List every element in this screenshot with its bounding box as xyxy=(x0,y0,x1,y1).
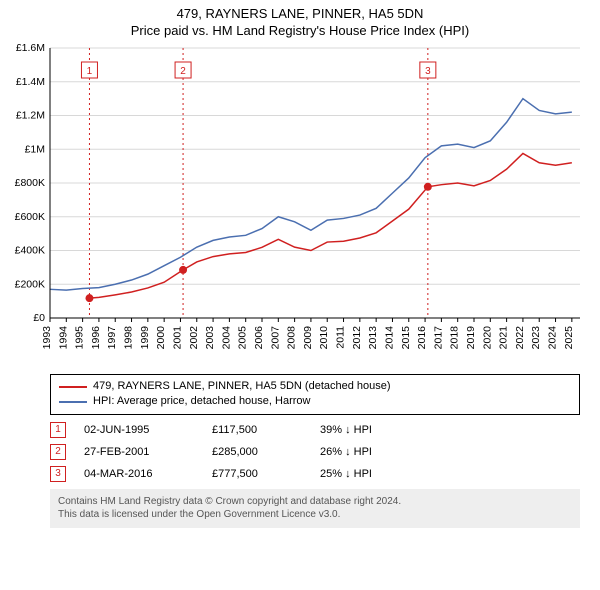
x-tick-label: 2006 xyxy=(253,326,265,350)
event-price: £777,500 xyxy=(212,468,302,480)
x-tick-label: 1993 xyxy=(41,326,53,350)
x-tick-label: 2018 xyxy=(449,326,461,350)
event-badge: 3 xyxy=(50,466,66,482)
y-tick-label: £600K xyxy=(15,211,45,223)
x-tick-label: 1999 xyxy=(139,326,151,350)
x-tick-label: 2010 xyxy=(318,326,330,350)
legend-swatch xyxy=(59,401,87,403)
x-tick-label: 2014 xyxy=(383,326,395,350)
x-tick-label: 2023 xyxy=(530,326,542,350)
y-tick-label: £400K xyxy=(15,245,45,257)
event-badge: 2 xyxy=(50,444,66,460)
footer-line2: This data is licensed under the Open Gov… xyxy=(58,508,572,522)
legend-row: 479, RAYNERS LANE, PINNER, HA5 5DN (deta… xyxy=(59,379,571,394)
event-diff: 25% ↓ HPI xyxy=(320,468,372,480)
x-tick-label: 2012 xyxy=(351,326,363,350)
x-tick-label: 2017 xyxy=(432,326,444,350)
x-tick-label: 2007 xyxy=(269,326,281,350)
y-tick-label: £1.4M xyxy=(16,76,45,88)
x-tick-label: 2019 xyxy=(465,326,477,350)
y-tick-label: £800K xyxy=(15,177,45,189)
x-tick-label: 1994 xyxy=(57,326,69,350)
event-badge: 1 xyxy=(50,422,66,438)
event-diff: 26% ↓ HPI xyxy=(320,446,372,458)
price-marker xyxy=(179,266,187,274)
footer-attribution: Contains HM Land Registry data © Crown c… xyxy=(50,489,580,528)
x-tick-label: 2021 xyxy=(498,326,510,350)
event-date: 04-MAR-2016 xyxy=(84,468,194,480)
event-marker-label: 3 xyxy=(425,66,431,77)
price-marker xyxy=(424,183,432,191)
titles: 479, RAYNERS LANE, PINNER, HA5 5DN Price… xyxy=(0,0,600,38)
x-tick-label: 2024 xyxy=(547,326,559,350)
x-tick-label: 1996 xyxy=(90,326,102,350)
price-marker xyxy=(85,294,93,302)
x-tick-label: 2005 xyxy=(237,326,249,350)
x-tick-label: 1997 xyxy=(106,326,118,350)
legend-label: HPI: Average price, detached house, Harr… xyxy=(93,394,310,409)
title-subtitle: Price paid vs. HM Land Registry's House … xyxy=(0,23,600,38)
x-tick-label: 1995 xyxy=(74,326,86,350)
x-tick-label: 2003 xyxy=(204,326,216,350)
x-tick-label: 2022 xyxy=(514,326,526,350)
x-tick-label: 2009 xyxy=(302,326,314,350)
y-tick-label: £200K xyxy=(15,278,45,290)
chart-svg: £0 £200K £400K £600K £800K £1M £1.2M £1.4M £1.6M… xyxy=(0,38,600,368)
events-table: 1 02-JUN-1995 £117,500 39% ↓ HPI 2 27-FEB-200… xyxy=(50,419,580,485)
event-date: 27-FEB-2001 xyxy=(84,446,194,458)
y-tick-label: £1.2M xyxy=(16,110,45,122)
x-tick-label: 2013 xyxy=(367,326,379,350)
chart-area: £0 £200K £400K £600K £800K £1M £1.2M £1.4M £1.6M… xyxy=(0,38,600,368)
y-tick-label: £1.6M xyxy=(16,42,45,54)
legend: 479, RAYNERS LANE, PINNER, HA5 5DN (deta… xyxy=(50,374,580,415)
x-tick-label: 2015 xyxy=(400,326,412,350)
x-tick-label: 2004 xyxy=(220,326,232,350)
x-tick-label: 2020 xyxy=(481,326,493,350)
y-tick-label: £0 xyxy=(33,312,45,324)
event-date: 02-JUN-1995 xyxy=(84,424,194,436)
title-address: 479, RAYNERS LANE, PINNER, HA5 5DN xyxy=(0,6,600,21)
x-tick-label: 2025 xyxy=(563,326,575,350)
legend-label: 479, RAYNERS LANE, PINNER, HA5 5DN (deta… xyxy=(93,379,391,394)
event-row: 1 02-JUN-1995 £117,500 39% ↓ HPI xyxy=(50,419,580,441)
x-tick-label: 2016 xyxy=(416,326,428,350)
x-tick-label: 1998 xyxy=(123,326,135,350)
x-tick-label: 2001 xyxy=(171,326,183,350)
legend-swatch xyxy=(59,386,87,388)
event-marker-label: 1 xyxy=(87,66,93,77)
event-price: £117,500 xyxy=(212,424,302,436)
x-tick-label: 2000 xyxy=(155,326,167,350)
event-price: £285,000 xyxy=(212,446,302,458)
x-tick-label: 2002 xyxy=(188,326,200,350)
y-tick-label: £1M xyxy=(25,143,45,155)
footer-line1: Contains HM Land Registry data © Crown c… xyxy=(58,495,572,509)
chart-container: 479, RAYNERS LANE, PINNER, HA5 5DN Price… xyxy=(0,0,600,528)
x-tick-label: 2008 xyxy=(286,326,298,350)
event-row: 2 27-FEB-2001 £285,000 26% ↓ HPI xyxy=(50,441,580,463)
x-tick-label: 2011 xyxy=(335,326,347,349)
legend-row: HPI: Average price, detached house, Harr… xyxy=(59,394,571,409)
event-row: 3 04-MAR-2016 £777,500 25% ↓ HPI xyxy=(50,463,580,485)
event-diff: 39% ↓ HPI xyxy=(320,424,372,436)
event-marker-label: 2 xyxy=(180,66,186,77)
